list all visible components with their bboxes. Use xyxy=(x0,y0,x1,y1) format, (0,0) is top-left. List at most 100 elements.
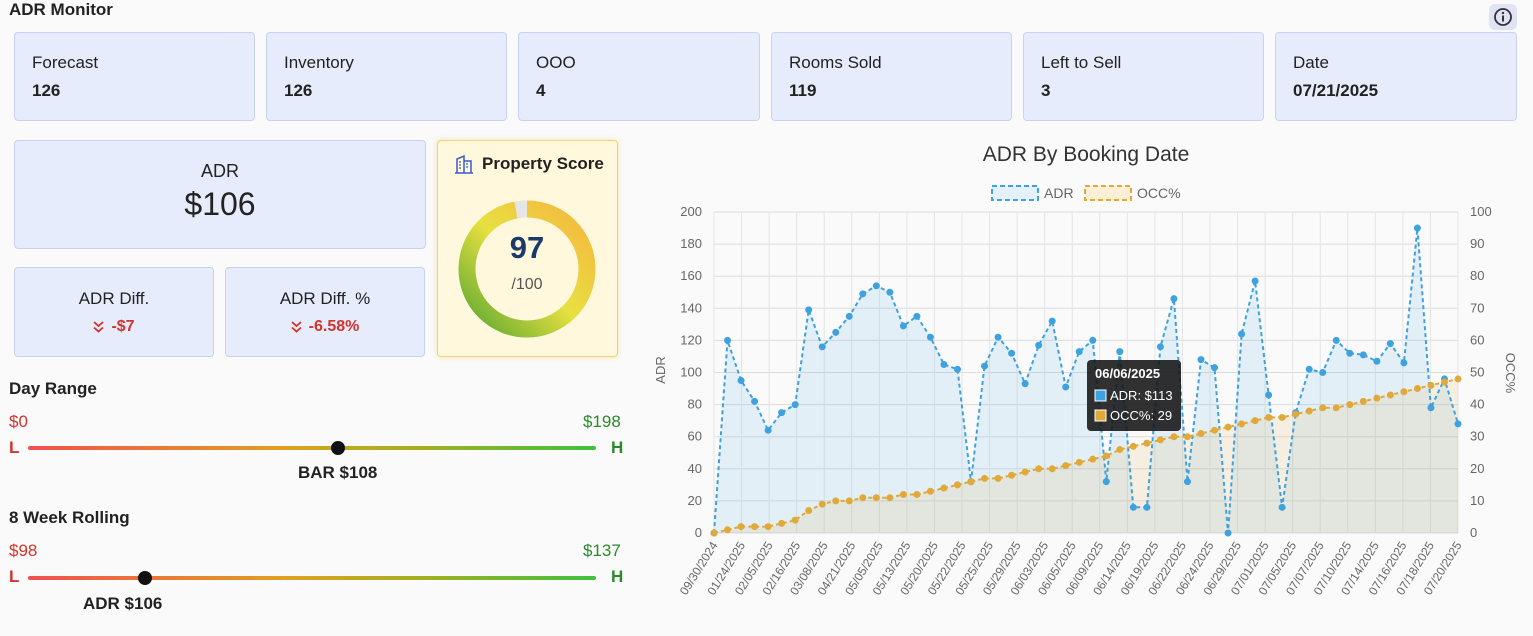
occ-point[interactable] xyxy=(1278,413,1286,421)
occ-point[interactable] xyxy=(1211,426,1219,434)
adr-point[interactable] xyxy=(1346,349,1354,357)
occ-point[interactable] xyxy=(764,523,772,531)
occ-point[interactable] xyxy=(1156,436,1164,444)
legend-swatch-occ[interactable] xyxy=(1084,185,1132,201)
occ-point[interactable] xyxy=(981,474,989,482)
occ-point[interactable] xyxy=(1224,423,1232,431)
adr-point[interactable] xyxy=(1400,359,1408,367)
adr-point[interactable] xyxy=(1305,365,1313,373)
legend-label-occ[interactable]: OCC% xyxy=(1137,185,1181,201)
occ-point[interactable] xyxy=(1116,446,1124,454)
adr-point[interactable] xyxy=(1319,369,1327,376)
occ-point[interactable] xyxy=(1251,417,1259,425)
occ-point[interactable] xyxy=(1346,401,1354,409)
occ-point[interactable] xyxy=(953,481,961,489)
adr-point[interactable] xyxy=(899,322,907,330)
occ-point[interactable] xyxy=(913,490,921,498)
legend-label-adr[interactable]: ADR xyxy=(1044,185,1074,201)
adr-point[interactable] xyxy=(724,336,732,344)
occ-point[interactable] xyxy=(1008,471,1016,479)
adr-point[interactable] xyxy=(1265,391,1273,399)
occ-point[interactable] xyxy=(1413,385,1421,393)
occ-point[interactable] xyxy=(1454,375,1462,383)
adr-point[interactable] xyxy=(791,401,799,409)
adr-point[interactable] xyxy=(913,312,921,320)
adr-point[interactable] xyxy=(1143,503,1151,511)
adr-point[interactable] xyxy=(805,306,813,314)
adr-point[interactable] xyxy=(886,288,894,296)
occ-point[interactable] xyxy=(1035,465,1043,473)
adr-point[interactable] xyxy=(778,409,786,417)
adr-point[interactable] xyxy=(1156,343,1164,351)
occ-point[interactable] xyxy=(1265,413,1273,421)
chart-legend[interactable]: ADR OCC% xyxy=(991,185,1181,201)
adr-point[interactable] xyxy=(1278,503,1286,511)
adr-point[interactable] xyxy=(1224,529,1232,537)
occ-point[interactable] xyxy=(724,526,732,534)
adr-point[interactable] xyxy=(1170,295,1178,303)
occ-point[interactable] xyxy=(1440,378,1448,386)
occ-point[interactable] xyxy=(1305,407,1313,415)
adr-point[interactable] xyxy=(1089,336,1097,344)
occ-point[interactable] xyxy=(926,487,934,495)
occ-point[interactable] xyxy=(1062,462,1070,470)
adr-point[interactable] xyxy=(1454,420,1462,428)
info-button[interactable] xyxy=(1489,4,1517,30)
occ-point[interactable] xyxy=(1386,391,1394,399)
occ-point[interactable] xyxy=(886,494,894,502)
occ-point[interactable] xyxy=(710,529,718,537)
occ-point[interactable] xyxy=(940,484,948,492)
adr-point[interactable] xyxy=(872,282,880,290)
adr-point[interactable] xyxy=(764,426,772,434)
occ-point[interactable] xyxy=(1102,452,1110,460)
adr-point[interactable] xyxy=(1386,340,1394,348)
occ-point[interactable] xyxy=(967,478,975,486)
legend-swatch-adr[interactable] xyxy=(991,185,1039,201)
adr-point[interactable] xyxy=(1211,364,1219,372)
adr-point[interactable] xyxy=(1359,351,1367,359)
occ-point[interactable] xyxy=(1197,429,1205,437)
occ-point[interactable] xyxy=(1427,381,1435,389)
occ-point[interactable] xyxy=(1319,404,1327,412)
occ-point[interactable] xyxy=(1183,433,1191,441)
occ-point[interactable] xyxy=(1332,404,1340,412)
occ-point[interactable] xyxy=(872,494,880,502)
occ-point[interactable] xyxy=(1170,433,1178,441)
occ-point[interactable] xyxy=(805,507,813,515)
occ-point[interactable] xyxy=(845,497,853,505)
adr-point[interactable] xyxy=(737,377,745,385)
adr-point[interactable] xyxy=(1021,380,1029,388)
occ-point[interactable] xyxy=(818,500,826,508)
adr-point[interactable] xyxy=(818,343,826,351)
occ-point[interactable] xyxy=(832,497,840,505)
occ-point[interactable] xyxy=(1143,439,1151,447)
adr-point[interactable] xyxy=(1332,336,1340,344)
adr-point[interactable] xyxy=(1238,330,1246,338)
occ-point[interactable] xyxy=(1089,455,1097,463)
adr-point[interactable] xyxy=(1413,224,1421,232)
occ-point[interactable] xyxy=(1048,465,1056,473)
adr-point[interactable] xyxy=(981,362,989,370)
adr-point[interactable] xyxy=(940,360,948,368)
adr-point[interactable] xyxy=(751,397,759,405)
adr-point[interactable] xyxy=(1008,349,1016,357)
occ-point[interactable] xyxy=(1238,420,1246,428)
adr-point[interactable] xyxy=(1427,404,1435,412)
occ-point[interactable] xyxy=(737,523,745,531)
adr-point[interactable] xyxy=(1035,341,1043,349)
adr-point[interactable] xyxy=(953,365,961,373)
adr-point[interactable] xyxy=(1129,503,1137,511)
adr-point[interactable] xyxy=(1075,348,1083,356)
adr-point[interactable] xyxy=(1048,317,1056,325)
adr-point[interactable] xyxy=(1062,383,1070,391)
adr-point[interactable] xyxy=(1116,348,1124,356)
occ-point[interactable] xyxy=(1292,410,1300,418)
occ-point[interactable] xyxy=(1021,468,1029,476)
occ-point[interactable] xyxy=(778,519,786,527)
adr-point[interactable] xyxy=(845,312,853,320)
adr-point[interactable] xyxy=(1373,357,1381,365)
occ-point[interactable] xyxy=(899,490,907,498)
adr-point[interactable] xyxy=(1197,356,1205,364)
occ-point[interactable] xyxy=(1075,458,1083,466)
adr-point[interactable] xyxy=(1251,277,1259,285)
